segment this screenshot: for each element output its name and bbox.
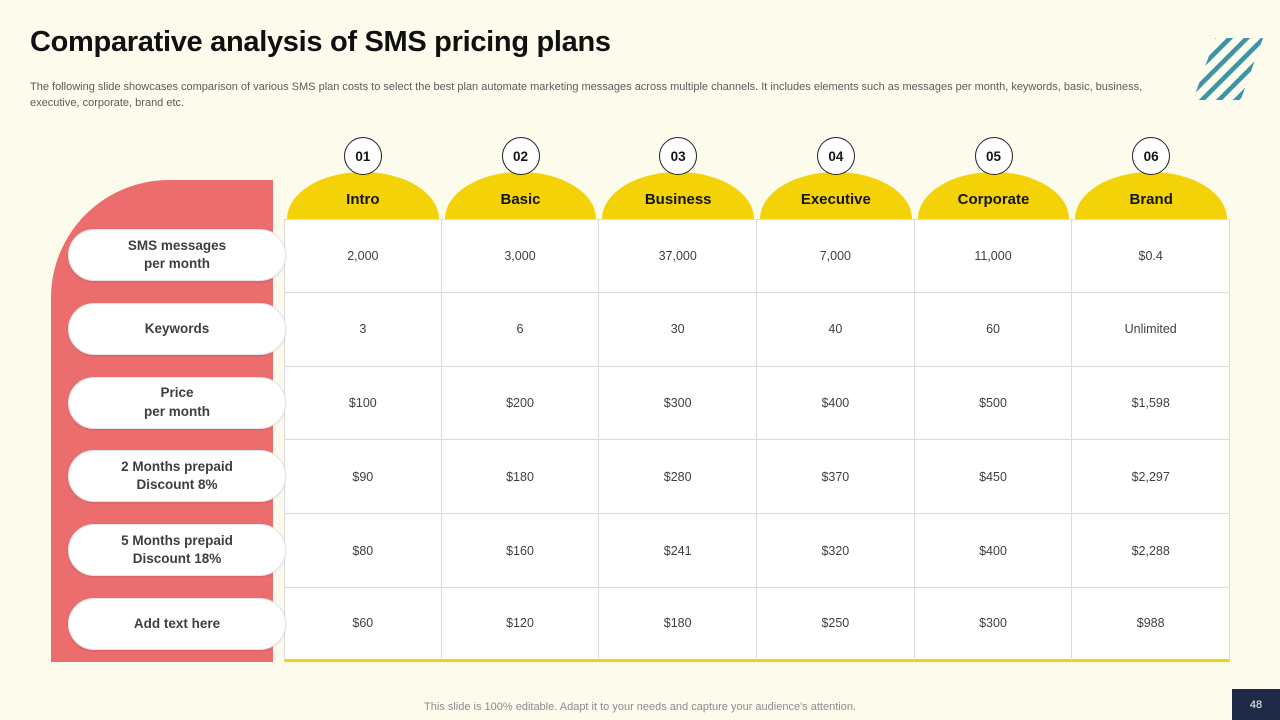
table-cell: 30 [599, 292, 758, 367]
table-cell: $450 [914, 440, 1073, 515]
table-cell: $280 [599, 440, 758, 515]
row-label-pill: Keywords [68, 302, 286, 355]
plan-number-badge: 06 [1132, 137, 1171, 175]
plan-number: 01 [355, 148, 371, 164]
slide-description: The following slide showcases comparison… [30, 81, 1143, 109]
table-cell: $2,297 [1072, 440, 1231, 515]
plan-column-business: 03 Business 37,000 30 $300 $280 $241 $180 [599, 137, 758, 662]
row-label-text: Add text here [133, 615, 221, 631]
plan-column-corporate: 05 Corporate 11,000 60 $500 $450 $400 $300 [914, 137, 1073, 662]
table-cell: $0.4 [1072, 219, 1231, 293]
table-cell: $250 [757, 587, 915, 662]
footer-note: This slide is 100% editable. Adapt it to… [424, 701, 856, 713]
corner-stripes-decoration [1193, 38, 1263, 100]
row-label-text: 5 Months prepaid Discount 18% [121, 532, 233, 567]
plan-name: Intro [346, 190, 380, 208]
table-cell: 3 [284, 292, 442, 367]
table-cell: 7,000 [757, 219, 915, 293]
plan-header-arch: Corporate [917, 172, 1070, 219]
table-cell: $241 [599, 514, 758, 588]
plan-header-arch: Brand [1075, 172, 1228, 219]
plan-name: Executive [800, 190, 871, 208]
plan-column-basic: 02 Basic 3,000 6 $200 $180 $160 $120 [441, 137, 600, 662]
row-label-pill: 2 Months prepaid Discount 8% [68, 450, 286, 503]
row-label-text: SMS messages per month [127, 237, 227, 271]
page-number: 48 [1249, 698, 1263, 711]
table-cell: 11,000 [914, 219, 1073, 293]
table-cell: $180 [441, 440, 600, 515]
plan-number-badge: 01 [343, 137, 382, 175]
row-label-pill: SMS messages per month [68, 228, 286, 281]
plan-header-arch: Basic [444, 172, 597, 219]
plan-number: 03 [670, 148, 686, 164]
table-cell: $1,598 [1072, 366, 1231, 441]
table-cell: $400 [914, 514, 1073, 588]
table-cell: $80 [284, 514, 442, 588]
plan-header-arch: Business [602, 172, 755, 219]
table-cell: 6 [441, 292, 600, 367]
table-cell: $60 [284, 587, 442, 662]
plan-number: 05 [986, 148, 1002, 164]
table-cell: $300 [914, 587, 1073, 662]
plan-name: Basic [500, 190, 541, 208]
plan-number-badge: 02 [501, 137, 540, 175]
table-cell: $2,288 [1072, 514, 1231, 588]
plan-name: Brand [1129, 190, 1173, 208]
table-cell: $160 [441, 514, 600, 588]
row-label-pill: Price per month [68, 376, 286, 429]
pricing-table: 01 Intro 2,000 3 $100 $90 $80 $60 02 Basic 3,000 6 $… [284, 137, 1231, 662]
table-cell: $320 [757, 514, 915, 588]
plan-column-executive: 04 Executive 7,000 40 $400 $370 $320 $250 [757, 137, 915, 662]
table-cell: $200 [441, 366, 600, 441]
table-cell: $400 [757, 366, 915, 441]
plan-header-arch: Intro [287, 172, 439, 219]
table-cell: $120 [441, 587, 600, 662]
row-label-text: 2 Months prepaid Discount 8% [121, 459, 233, 493]
table-cell: 3,000 [441, 219, 600, 293]
table-cell: $500 [914, 366, 1073, 441]
table-cell: 37,000 [599, 219, 758, 293]
plan-number-badge: 05 [974, 137, 1013, 175]
table-cell: $988 [1072, 587, 1231, 662]
plan-header-arch: Executive [760, 172, 912, 219]
plan-name: Corporate [957, 190, 1030, 208]
plan-number-badge: 04 [816, 137, 855, 175]
slide-title: Comparative analysis of SMS pricing plan… [30, 26, 611, 58]
plan-name: Business [644, 190, 712, 208]
table-cell: $100 [284, 366, 442, 441]
plan-column-brand: 06 Brand $0.4 Unlimited $1,598 $2,297 $2,288 $9… [1072, 137, 1231, 662]
table-cell: Unlimited [1072, 292, 1231, 367]
row-label-pill: 5 Months prepaid Discount 18% [68, 524, 286, 577]
table-cell: $90 [284, 440, 442, 515]
row-label-pill[interactable]: Add text here [68, 597, 286, 650]
plan-number: 02 [512, 148, 529, 164]
table-cell: $370 [757, 440, 915, 515]
table-cell: 40 [757, 292, 915, 367]
table-cell: $300 [599, 366, 758, 441]
plan-column-intro: 01 Intro 2,000 3 $100 $90 $80 $60 [284, 137, 442, 662]
plan-number: 06 [1143, 148, 1159, 164]
plan-number-badge: 03 [659, 137, 698, 175]
row-label-text: Price per month [144, 385, 210, 419]
plan-number: 04 [828, 148, 844, 164]
table-cell: $180 [599, 587, 758, 662]
table-cell: 2,000 [284, 219, 442, 293]
table-cell: 60 [914, 292, 1073, 367]
page-number-box: 48 [1232, 689, 1280, 720]
row-label-text: Keywords [144, 320, 210, 336]
